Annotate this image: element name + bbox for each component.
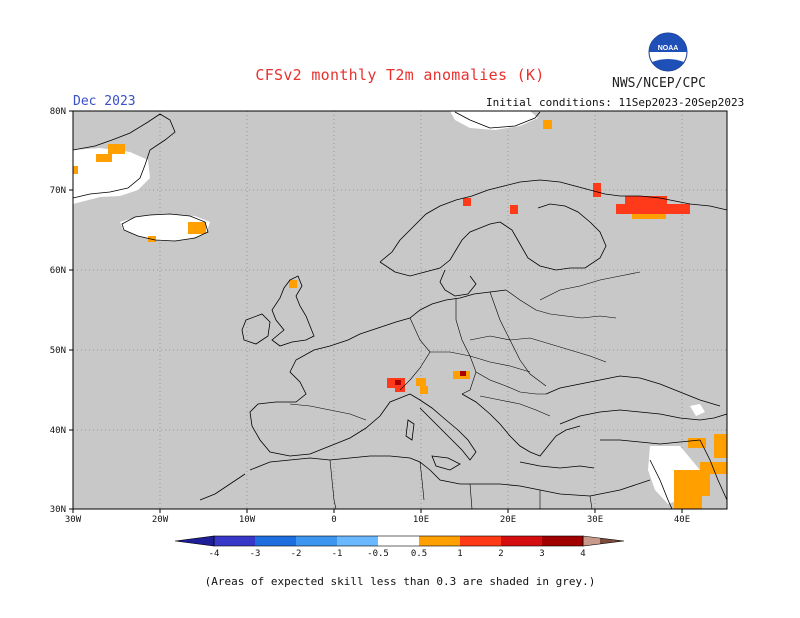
lon-label-30e: 30E: [587, 515, 603, 525]
map-frame: [72, 110, 728, 510]
lon-label-30w: 30W: [65, 515, 82, 525]
lon-label-20w: 20W: [152, 515, 169, 525]
initial-conditions: Initial conditions: 11Sep2023-20Sep2023: [486, 96, 745, 109]
agency-label: NWS/NCEP/CPC: [612, 76, 706, 91]
lon-label-40e: 40E: [674, 515, 690, 525]
colorbar-tick-label: 4: [580, 549, 585, 559]
colorbar-tick-label: 0.5: [411, 549, 427, 559]
colorbar-left-arrow: [175, 536, 214, 546]
colorbar-segment: [542, 536, 583, 546]
lon-label-20e: 20E: [500, 515, 516, 525]
colorbar-tick-label: -3: [250, 549, 261, 559]
lon-label-0: 0: [331, 515, 336, 525]
colorbar-segment: [501, 536, 542, 546]
colorbar-segment: [419, 536, 460, 546]
colorbar-tick-label: -1: [332, 549, 343, 559]
lon-ticks: [72, 509, 683, 513]
chart-title: CFSv2 monthly T2m anomalies (K): [255, 66, 545, 84]
colorbar-tick-label: 2: [498, 549, 503, 559]
colorbar-segment: [255, 536, 296, 546]
colorbar: [174, 535, 625, 547]
colorbar-segment: [460, 536, 501, 546]
colorbar-tick-label: -4: [209, 549, 220, 559]
lat-label-70n: 70N: [50, 186, 66, 196]
coastlines: [72, 111, 728, 510]
lat-label-30n: 30N: [50, 505, 66, 515]
lat-label-80n: 80N: [50, 107, 66, 117]
lat-label-60n: 60N: [50, 266, 66, 276]
colorbar-segment: [214, 536, 255, 546]
colorbar-segment: [337, 536, 378, 546]
dark-red-anomaly-areas: [395, 371, 466, 385]
lat-label-40n: 40N: [50, 426, 66, 436]
colorbar-segment: [378, 536, 419, 546]
lon-label-10w: 10W: [239, 515, 256, 525]
colorbar-segment: [296, 536, 337, 546]
country-borders: [289, 271, 641, 510]
logo-text: NOAA: [658, 45, 679, 52]
noaa-logo: NOAA: [648, 32, 688, 72]
colorbar-tick-label: -0.5: [367, 549, 389, 559]
colorbar-tick-label: 1: [457, 549, 462, 559]
gridlines: [73, 111, 727, 509]
skill-footnote: (Areas of expected skill less than 0.3 a…: [204, 575, 596, 588]
lon-label-10e: 10E: [413, 515, 429, 525]
colorbar-tick-label: 3: [539, 549, 544, 559]
colorbar-tick-label: -2: [291, 549, 302, 559]
lat-label-50n: 50N: [50, 346, 66, 356]
white-anomaly-areas: [73, 111, 705, 504]
lat-ticks: [69, 110, 73, 510]
map-background: [73, 111, 727, 509]
forecast-month: Dec 2023: [73, 94, 136, 109]
